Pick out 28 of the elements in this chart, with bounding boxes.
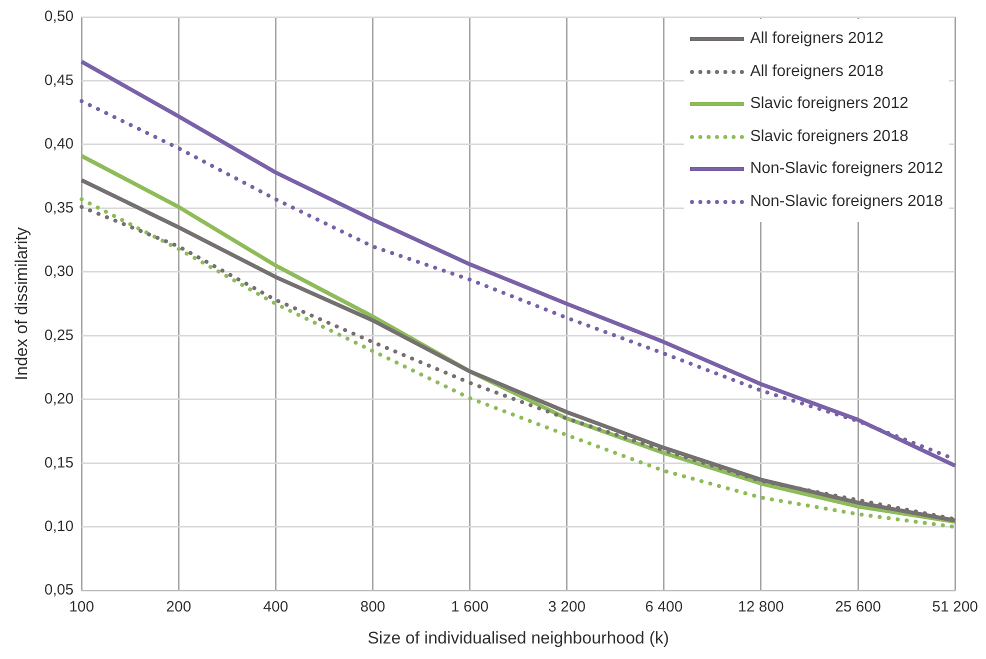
y-tick-label: 0,05 — [44, 582, 74, 599]
x-tick-label: 3 200 — [548, 598, 586, 616]
x-tick-label: 200 — [166, 598, 192, 616]
legend-label: Non-Slavic foreigners 2012 — [750, 160, 944, 178]
y-tick-label: 0,10 — [44, 518, 74, 536]
legend-label: Slavic foreigners 2018 — [750, 128, 908, 146]
legend-label: Slavic foreigners 2012 — [750, 95, 908, 114]
x-tick-label: 12 800 — [738, 598, 784, 616]
legend-label: All foreigners 2012 — [750, 30, 884, 48]
y-tick-label: 0,40 — [44, 136, 74, 153]
y-tick-label: 0,35 — [44, 199, 74, 216]
x-tick-label: 400 — [263, 598, 288, 616]
x-tick-label: 51 200 — [932, 598, 978, 616]
y-tick-label: 0,50 — [44, 8, 74, 26]
y-tick-label: 0,45 — [44, 72, 74, 89]
x-tick-label: 800 — [360, 598, 386, 616]
y-tick-label: 0,25 — [44, 326, 74, 344]
x-tick-label: 25 600 — [835, 598, 881, 616]
y-tick-label: 0,15 — [44, 454, 74, 472]
y-axis-title: Index of dissimilarity — [12, 226, 31, 380]
y-tick-label: 0,30 — [44, 263, 74, 280]
y-tick-label: 0,20 — [44, 390, 74, 408]
x-tick-label: 6 400 — [645, 598, 683, 616]
x-tick-label: 1 600 — [451, 598, 489, 616]
legend-label: Non-Slavic foreigners 2018 — [750, 192, 944, 211]
legend-label: All foreigners 2018 — [750, 62, 884, 81]
x-axis-title: Size of individualised neighbourhood (k) — [368, 628, 670, 648]
x-tick-label: 100 — [69, 598, 94, 616]
